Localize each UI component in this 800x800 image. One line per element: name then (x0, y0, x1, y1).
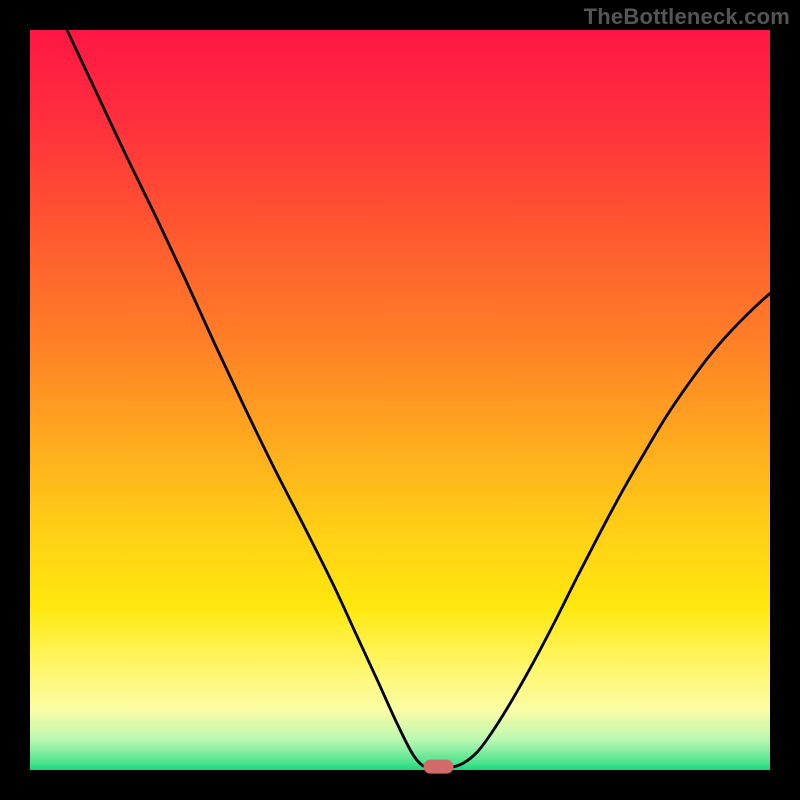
optimal-marker (423, 760, 453, 774)
chart-svg (0, 0, 800, 800)
chart-stage: TheBottleneck.com (0, 0, 800, 800)
plot-area (30, 30, 770, 770)
